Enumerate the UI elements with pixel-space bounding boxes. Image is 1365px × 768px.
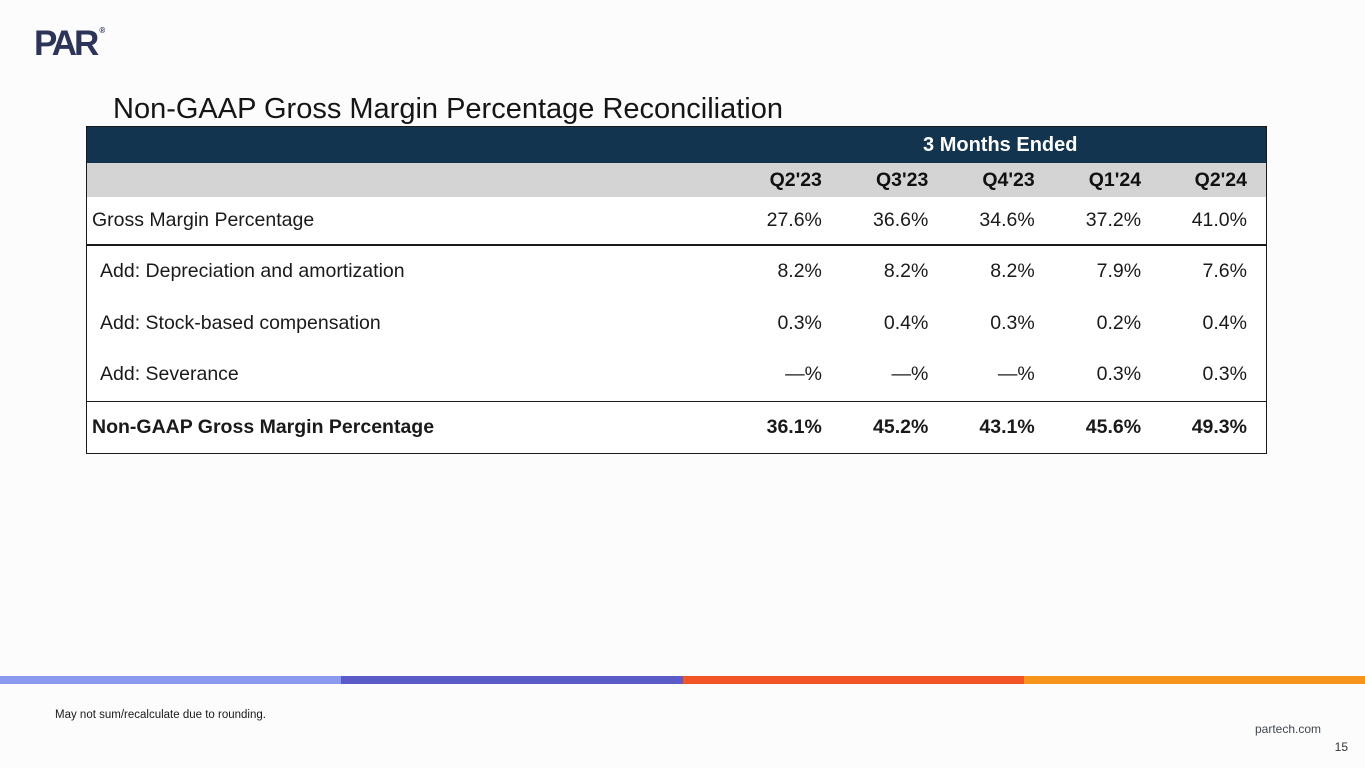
table-cell: 36.1% xyxy=(734,401,841,453)
table-cell: 0.2% xyxy=(1053,297,1161,349)
table-cell: 8.2% xyxy=(734,245,841,297)
table-cell: 49.3% xyxy=(1160,401,1267,453)
table-row-non-gaap-total: Non-GAAP Gross Margin Percentage 36.1% 4… xyxy=(86,401,1267,453)
table-cell: 8.2% xyxy=(947,245,1054,297)
brand-accent-stripe xyxy=(0,676,1365,684)
table-cell: —% xyxy=(840,349,948,402)
table-group-header-row: 3 Months Ended xyxy=(86,126,1267,163)
table-row-depreciation-amortization: Add: Depreciation and amortization 8.2% … xyxy=(86,245,1267,297)
table-cell: 45.6% xyxy=(1053,401,1161,453)
column-header: Q3'23 xyxy=(840,163,948,197)
column-header: Q2'24 xyxy=(1160,163,1267,197)
table-row-gross-margin: Gross Margin Percentage 27.6% 36.6% 34.6… xyxy=(86,197,1267,246)
table-cell: 36.6% xyxy=(840,197,948,246)
column-header: Q4'23 xyxy=(947,163,1054,197)
table-cell: 34.6% xyxy=(947,197,1054,246)
page-number: 15 xyxy=(1334,740,1348,754)
table-column-header-row: Q2'23 Q3'23 Q4'23 Q1'24 Q2'24 xyxy=(86,163,1267,197)
table-cell: —% xyxy=(734,349,841,402)
column-header: Q1'24 xyxy=(1053,163,1161,197)
row-label: Gross Margin Percentage xyxy=(86,197,735,246)
stripe-segment-orange xyxy=(1023,676,1365,684)
table-cell: 0.4% xyxy=(1160,297,1267,349)
row-label: Add: Severance xyxy=(86,349,735,402)
stripe-segment-purple xyxy=(341,676,683,684)
table-cell: 0.3% xyxy=(947,297,1054,349)
table-cell: 37.2% xyxy=(1053,197,1161,246)
par-logo: PAR ® xyxy=(34,24,106,63)
table-cell: 0.3% xyxy=(1053,349,1161,402)
stripe-segment-periwinkle xyxy=(0,676,342,684)
table-cell: 7.6% xyxy=(1160,245,1267,297)
group-header-label: 3 Months Ended xyxy=(734,126,1267,163)
table-cell: 8.2% xyxy=(840,245,948,297)
row-label: Non-GAAP Gross Margin Percentage xyxy=(86,401,735,453)
table-row-severance: Add: Severance —% —% —% 0.3% 0.3% xyxy=(86,349,1267,402)
table-cell: 7.9% xyxy=(1053,245,1161,297)
group-header-spacer xyxy=(86,126,735,163)
table-cell: 41.0% xyxy=(1160,197,1267,246)
column-header-spacer xyxy=(86,163,735,197)
registered-trademark-symbol: ® xyxy=(99,26,106,35)
row-label: Add: Stock-based compensation xyxy=(86,297,735,349)
table-cell: 0.3% xyxy=(734,297,841,349)
row-label: Add: Depreciation and amortization xyxy=(86,245,735,297)
table-cell: 0.4% xyxy=(840,297,948,349)
table-cell: 27.6% xyxy=(734,197,841,246)
table-cell: 43.1% xyxy=(947,401,1054,453)
partech-website-text: partech.com xyxy=(1254,722,1321,736)
reconciliation-table: 3 Months Ended Q2'23 Q3'23 Q4'23 Q1'24 Q… xyxy=(86,126,1267,454)
rounding-footnote: May not sum/recalculate due to rounding. xyxy=(55,709,266,721)
par-logo-text: PAR xyxy=(34,24,99,63)
column-header: Q2'23 xyxy=(734,163,841,197)
table-cell: 45.2% xyxy=(840,401,948,453)
table-cell: 0.3% xyxy=(1160,349,1267,402)
page-title: Non-GAAP Gross Margin Percentage Reconci… xyxy=(113,93,784,126)
stripe-segment-orange-red xyxy=(682,676,1024,684)
table-cell: —% xyxy=(947,349,1054,402)
table-row-stock-based-compensation: Add: Stock-based compensation 0.3% 0.4% … xyxy=(86,297,1267,349)
